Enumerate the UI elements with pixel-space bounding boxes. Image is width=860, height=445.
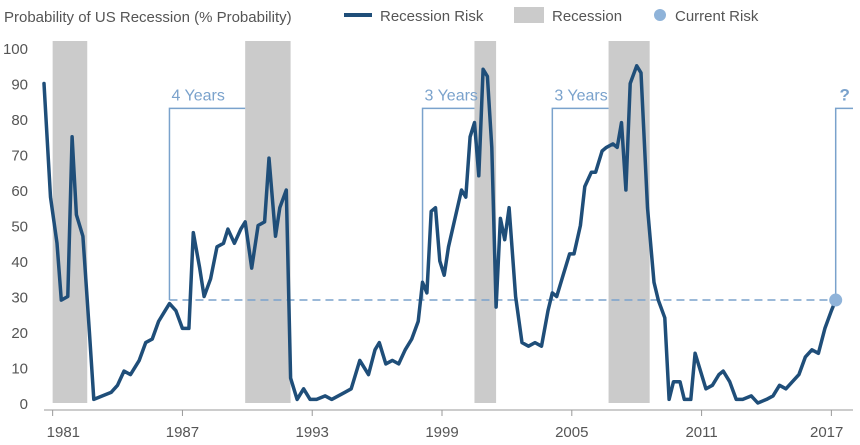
y-tick-label-100: 100 — [3, 41, 28, 58]
x-tick-label-1993: 1993 — [296, 424, 329, 441]
x-tick-label-2017: 2017 — [810, 424, 843, 441]
annotation-bracket-4 — [834, 107, 853, 301]
legend: Recession Risk Recession Current Risk — [344, 7, 759, 25]
y-tick-label-40: 40 — [11, 254, 28, 271]
current-risk-dot — [829, 293, 843, 307]
legend-label-recession-risk: Recession Risk — [380, 8, 484, 25]
recession-band-2 — [245, 41, 291, 403]
recession-risk-line — [42, 64, 838, 405]
y-axis: 0 10 20 30 40 50 60 70 80 90 100 — [3, 41, 28, 413]
y-tick-label-0: 0 — [20, 396, 28, 413]
annotation-3: 3 Years — [551, 87, 609, 301]
annotation-bracket-2 — [421, 107, 475, 301]
x-tick-label-2011: 2011 — [685, 424, 717, 441]
y-tick-label-50: 50 — [11, 219, 28, 236]
annotation-1: 4 Years — [168, 87, 246, 301]
x-tick-label-2005: 2005 — [555, 424, 588, 441]
annotation-2: 3 Years — [421, 87, 478, 301]
annotations: 4 Years 3 Years 3 Years? — [168, 85, 853, 301]
annotation-label-1: 4 Years — [171, 87, 224, 104]
x-axis: 1981 1987 1993 1999 2005 2011 2017 — [44, 409, 853, 441]
annotation-bracket-3 — [551, 107, 609, 301]
y-tick-label-60: 60 — [11, 183, 28, 200]
legend-swatch-current-risk — [654, 9, 666, 21]
legend-label-recession: Recession — [552, 8, 622, 25]
legend-label-current-risk: Current Risk — [675, 8, 759, 25]
y-tick-label-70: 70 — [11, 148, 28, 165]
annotation-label-3: 3 Years — [554, 87, 607, 104]
y-tick-label-90: 90 — [11, 77, 28, 94]
annotation-4: ? — [834, 85, 853, 301]
chart-title: Probability of US Recession (% Probabili… — [4, 9, 292, 26]
x-tick-label-1999: 1999 — [425, 424, 458, 441]
legend-swatch-recession — [514, 7, 544, 23]
y-tick-label-80: 80 — [11, 112, 28, 129]
legend-item-current-risk: Current Risk — [654, 8, 759, 25]
annotation-label-4: ? — [839, 85, 849, 104]
x-tick-label-1987: 1987 — [166, 424, 199, 441]
annotation-bracket-1 — [168, 107, 246, 301]
annotation-label-2: 3 Years — [425, 87, 478, 104]
legend-item-recession: Recession — [514, 7, 622, 25]
y-tick-label-30: 30 — [11, 290, 28, 307]
y-tick-label-10: 10 — [11, 361, 28, 378]
x-tick-label-1981: 1981 — [47, 424, 80, 441]
y-tick-label-20: 20 — [11, 325, 28, 342]
legend-item-recession-risk: Recession Risk — [344, 8, 484, 25]
